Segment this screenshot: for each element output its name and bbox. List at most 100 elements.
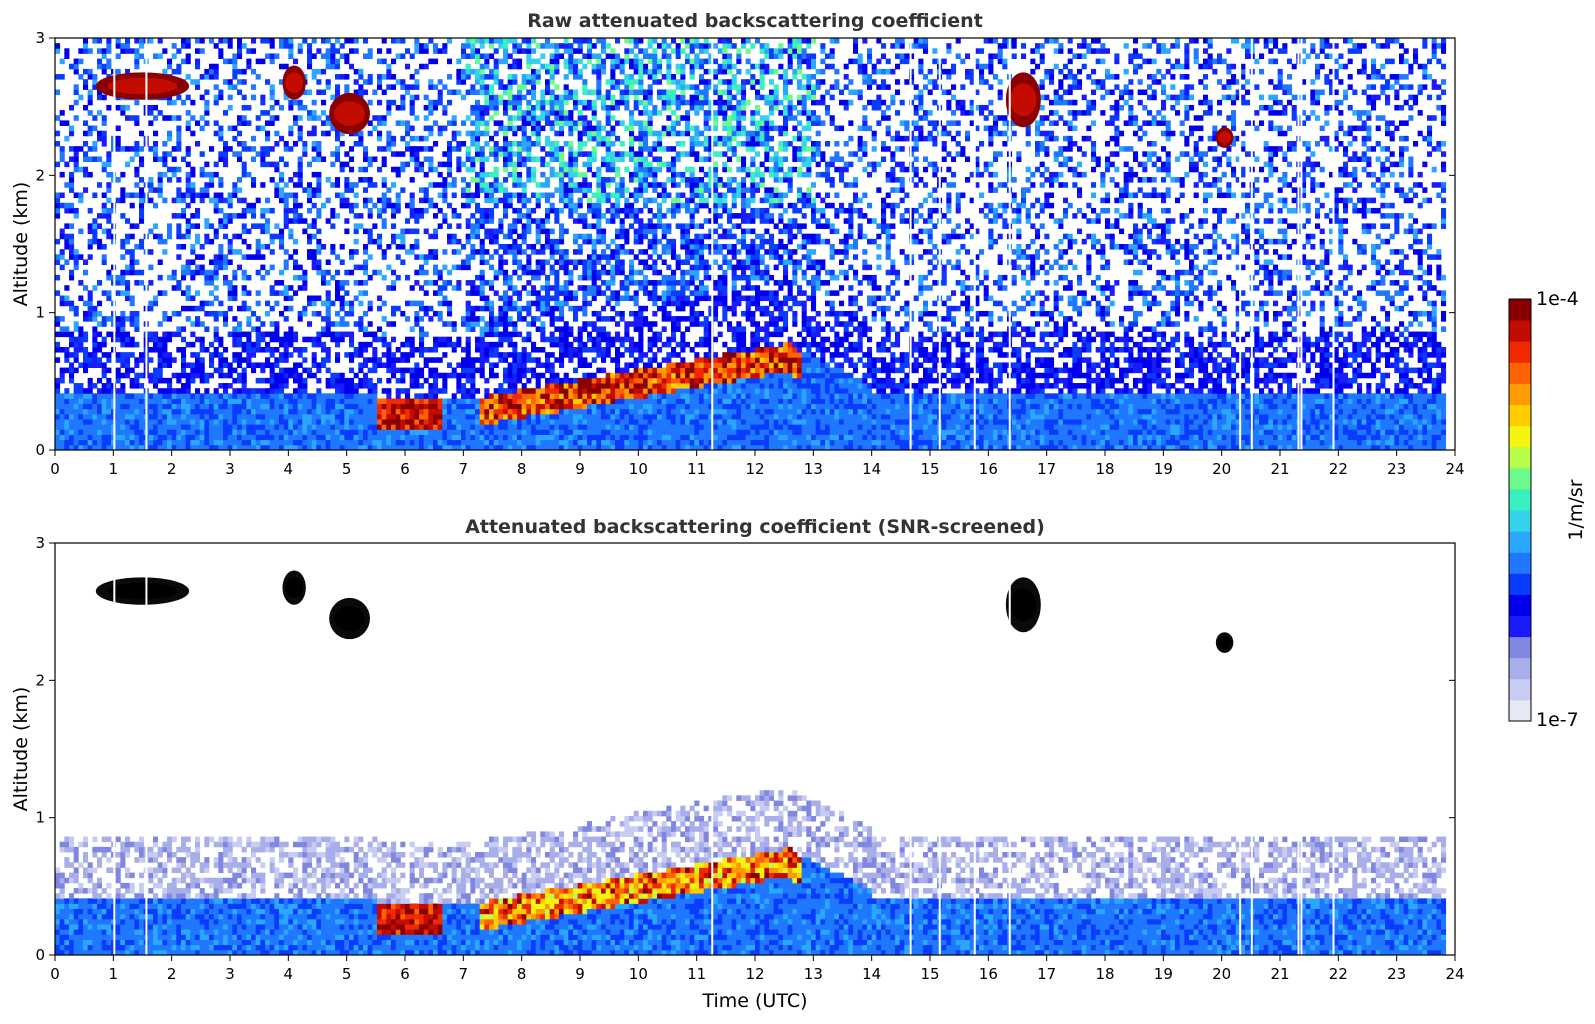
heatmap-cell [269, 120, 275, 126]
heatmap-cell [568, 259, 574, 265]
heatmap-cell [489, 429, 495, 435]
heatmap-cell [521, 403, 527, 410]
heatmap-cell [241, 388, 247, 394]
heatmap-cell [526, 53, 532, 59]
heatmap-cell [139, 372, 145, 379]
heatmap-cell [587, 321, 593, 327]
heatmap-cell [591, 439, 597, 446]
heatmap-cell [162, 357, 168, 363]
heatmap-cell [489, 94, 495, 101]
heatmap-cell [195, 372, 201, 379]
heatmap-cell [526, 156, 532, 162]
heatmap-cell [321, 439, 327, 446]
heatmap-cell [73, 398, 79, 405]
heatmap-cell [134, 439, 140, 446]
heatmap-cell [232, 413, 238, 420]
heatmap-cell [414, 213, 420, 219]
heatmap-cell [251, 326, 257, 332]
heatmap-cell [587, 182, 593, 188]
heatmap-cell [545, 285, 551, 291]
heatmap-cell [237, 393, 243, 399]
heatmap-cell [582, 213, 588, 219]
heatmap-cell [125, 316, 131, 322]
heatmap-cell [153, 372, 159, 379]
heatmap-cell [325, 48, 331, 54]
heatmap-cell [386, 68, 392, 75]
heatmap-cell [293, 367, 299, 374]
heatmap-cell [339, 305, 345, 312]
heatmap-cell [195, 352, 201, 358]
heatmap-cell [465, 89, 471, 96]
heatmap-cell [349, 336, 355, 343]
heatmap-cell [335, 269, 341, 276]
heatmap-cell [241, 439, 247, 446]
heatmap-cell [78, 347, 84, 353]
heatmap-cell [97, 413, 103, 420]
heatmap-cell [139, 403, 145, 410]
heatmap-cell [377, 130, 383, 137]
heatmap-cell [321, 408, 327, 415]
heatmap-cell [69, 341, 75, 348]
heatmap-cell [279, 192, 285, 199]
heatmap-cell [335, 429, 341, 435]
heatmap-cell [582, 89, 588, 96]
heatmap-cell [559, 383, 565, 389]
heatmap-cell [479, 79, 485, 85]
heatmap-cell [120, 362, 126, 368]
heatmap-cell [157, 192, 163, 199]
heatmap-cell [288, 352, 294, 358]
heatmap-cell [330, 377, 336, 384]
heatmap-cell [260, 424, 266, 430]
heatmap-cell [115, 352, 121, 358]
heatmap-cell [577, 259, 583, 265]
heatmap-cell [405, 89, 411, 96]
heatmap-cell [367, 156, 373, 162]
heatmap-cell [153, 403, 159, 410]
heatmap-cell [213, 326, 219, 332]
heatmap-cell [101, 393, 107, 399]
heatmap-cell [447, 99, 453, 106]
heatmap-cell [335, 38, 341, 44]
heatmap-cell [181, 393, 187, 399]
heatmap-cell [601, 377, 607, 384]
heatmap-cell [596, 130, 602, 137]
heatmap-cell [568, 110, 574, 116]
heatmap-cell [237, 43, 243, 49]
heatmap-cell [559, 94, 565, 101]
heatmap-cell [335, 403, 341, 410]
heatmap-cell [55, 259, 61, 265]
heatmap-cell [526, 398, 532, 405]
heatmap-cell [316, 228, 322, 235]
heatmap-cell [283, 249, 289, 255]
heatmap-cell [363, 413, 369, 420]
heatmap-cell [69, 419, 75, 425]
heatmap-cell [87, 244, 93, 250]
heatmap-cell [204, 187, 210, 193]
heatmap-cell [363, 197, 369, 204]
heatmap-cell [489, 347, 495, 353]
heatmap-cell [353, 48, 359, 54]
heatmap-cell [176, 192, 182, 199]
heatmap-cell [433, 58, 439, 65]
heatmap-cell [526, 434, 532, 441]
heatmap-cell [465, 53, 471, 59]
heatmap-cell [232, 269, 238, 276]
heatmap-cell [157, 38, 163, 44]
heatmap-cell [181, 336, 187, 343]
heatmap-cell [195, 419, 201, 425]
heatmap-cell [377, 213, 383, 219]
heatmap-cell [307, 300, 313, 307]
heatmap-cell [260, 434, 266, 441]
heatmap-cell [484, 357, 490, 363]
heatmap-cell [92, 233, 98, 240]
heatmap-cell [218, 218, 224, 224]
heatmap-cell [573, 125, 579, 132]
heatmap-cell [582, 434, 588, 441]
heatmap-cell [353, 393, 359, 399]
heatmap-cell [386, 424, 392, 430]
heatmap-cell [568, 192, 574, 199]
heatmap-cell [489, 439, 495, 446]
heatmap-cell [139, 352, 145, 358]
heatmap-cell [97, 439, 103, 446]
heatmap-cell [475, 135, 481, 142]
